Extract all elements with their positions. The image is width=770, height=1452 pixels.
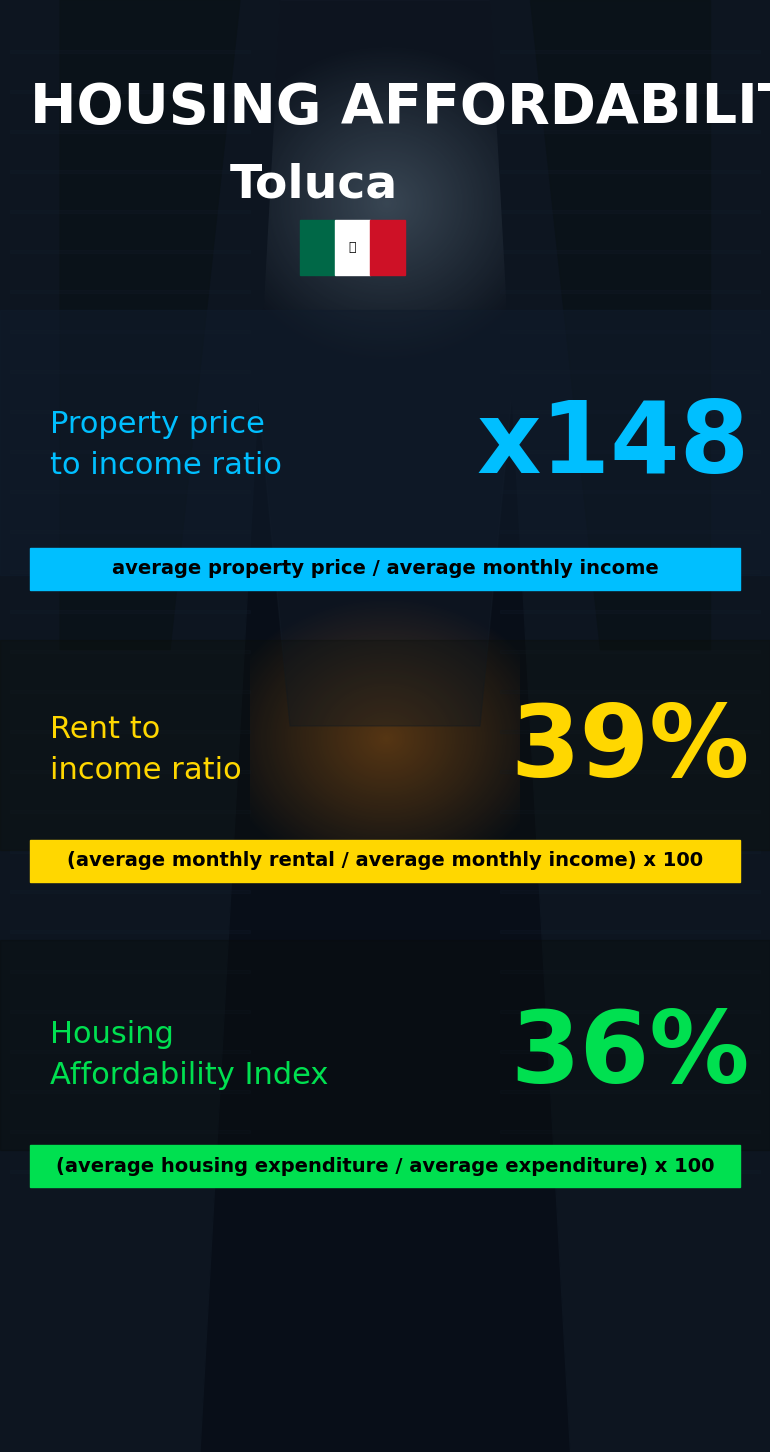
Bar — [500, 690, 760, 693]
Polygon shape — [60, 0, 240, 650]
Bar — [10, 170, 250, 173]
Bar — [500, 929, 760, 934]
Text: 36%: 36% — [511, 1006, 750, 1104]
Text: 🦅: 🦅 — [349, 241, 357, 254]
Bar — [10, 690, 250, 693]
Bar — [30, 1146, 740, 1186]
Bar — [0, 640, 770, 849]
Bar — [500, 49, 760, 54]
Text: (average housing expenditure / average expenditure) x 100: (average housing expenditure / average e… — [55, 1156, 715, 1176]
Bar — [10, 530, 250, 533]
Bar — [500, 330, 760, 333]
Bar — [0, 939, 770, 1150]
Bar — [500, 650, 760, 653]
Polygon shape — [220, 0, 550, 726]
Text: HOUSING AFFORDABILITY: HOUSING AFFORDABILITY — [30, 81, 770, 135]
Bar — [500, 489, 760, 494]
Bar — [10, 810, 250, 813]
Bar — [10, 770, 250, 772]
Bar — [500, 730, 760, 733]
Bar — [500, 1050, 760, 1053]
Text: (average monthly rental / average monthly income) x 100: (average monthly rental / average monthl… — [67, 851, 703, 871]
Bar — [10, 489, 250, 494]
Bar — [500, 131, 760, 134]
Bar — [10, 970, 250, 973]
Bar — [10, 1011, 250, 1013]
Bar — [30, 547, 740, 590]
Bar — [500, 1011, 760, 1013]
Bar — [10, 330, 250, 333]
Text: 39%: 39% — [511, 701, 750, 799]
Bar — [10, 131, 250, 134]
Text: Rent to
income ratio: Rent to income ratio — [50, 716, 242, 784]
Text: Housing
Affordability Index: Housing Affordability Index — [50, 1021, 328, 1090]
Bar — [500, 810, 760, 813]
Bar — [500, 610, 760, 613]
Text: average property price / average monthly income: average property price / average monthly… — [112, 559, 658, 578]
Bar — [500, 170, 760, 173]
Text: Toluca: Toluca — [230, 163, 398, 208]
Bar — [10, 650, 250, 653]
Bar — [500, 849, 760, 852]
Bar — [500, 290, 760, 293]
Polygon shape — [0, 0, 280, 1452]
Bar — [10, 1090, 250, 1093]
Text: x148: x148 — [477, 396, 750, 494]
Bar — [300, 221, 335, 274]
Polygon shape — [490, 0, 770, 1452]
Bar — [500, 450, 760, 453]
Bar — [10, 250, 250, 253]
Bar — [30, 841, 740, 881]
Bar — [10, 849, 250, 852]
Bar — [10, 1130, 250, 1133]
Bar — [10, 49, 250, 54]
Bar — [10, 450, 250, 453]
Bar — [10, 290, 250, 293]
Bar — [335, 221, 370, 274]
Bar — [500, 1130, 760, 1133]
Bar — [500, 1090, 760, 1093]
Bar — [10, 409, 250, 412]
Bar — [10, 890, 250, 893]
Bar — [500, 571, 760, 574]
Bar — [500, 890, 760, 893]
Bar — [10, 929, 250, 934]
Polygon shape — [530, 0, 710, 650]
Bar — [500, 250, 760, 253]
Bar — [500, 1170, 760, 1173]
Text: Property price
to income ratio: Property price to income ratio — [50, 411, 282, 479]
Bar — [370, 221, 405, 274]
Bar — [10, 1170, 250, 1173]
Bar — [10, 1050, 250, 1053]
Bar — [500, 970, 760, 973]
Bar — [0, 309, 770, 575]
Bar — [10, 730, 250, 733]
Bar — [500, 530, 760, 533]
Bar — [10, 571, 250, 574]
Bar — [500, 370, 760, 373]
Bar — [10, 90, 250, 93]
Bar — [10, 370, 250, 373]
Bar — [500, 211, 760, 213]
Bar — [500, 770, 760, 772]
Bar — [10, 610, 250, 613]
Bar — [500, 90, 760, 93]
Bar — [500, 409, 760, 412]
Bar — [10, 211, 250, 213]
